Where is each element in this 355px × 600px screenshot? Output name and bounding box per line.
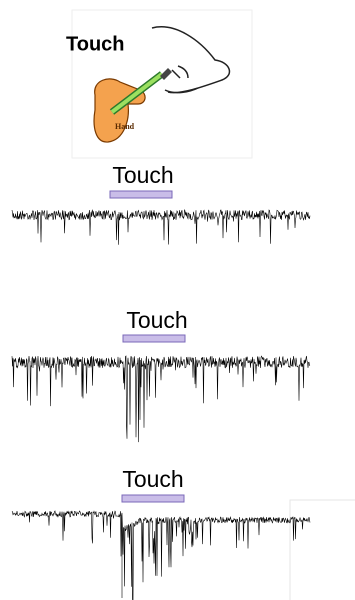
traces: Touch Touch Touch [12,162,310,600]
trace [12,511,310,600]
figure: Touch Hand Touch Touch Touch [0,0,355,600]
trace [12,210,310,245]
inset-title: Touch [66,33,125,55]
hand-label: Hand [115,122,135,131]
stimulus-bar [122,495,184,502]
corner-frame [290,500,355,600]
trace-label: Touch [126,307,187,333]
stimulus-bar [123,335,185,342]
trace [12,356,310,442]
trace-label: Touch [112,162,173,188]
inset: Touch Hand [66,10,252,158]
stimulus-bar [110,191,172,198]
trace-label: Touch [122,466,183,492]
